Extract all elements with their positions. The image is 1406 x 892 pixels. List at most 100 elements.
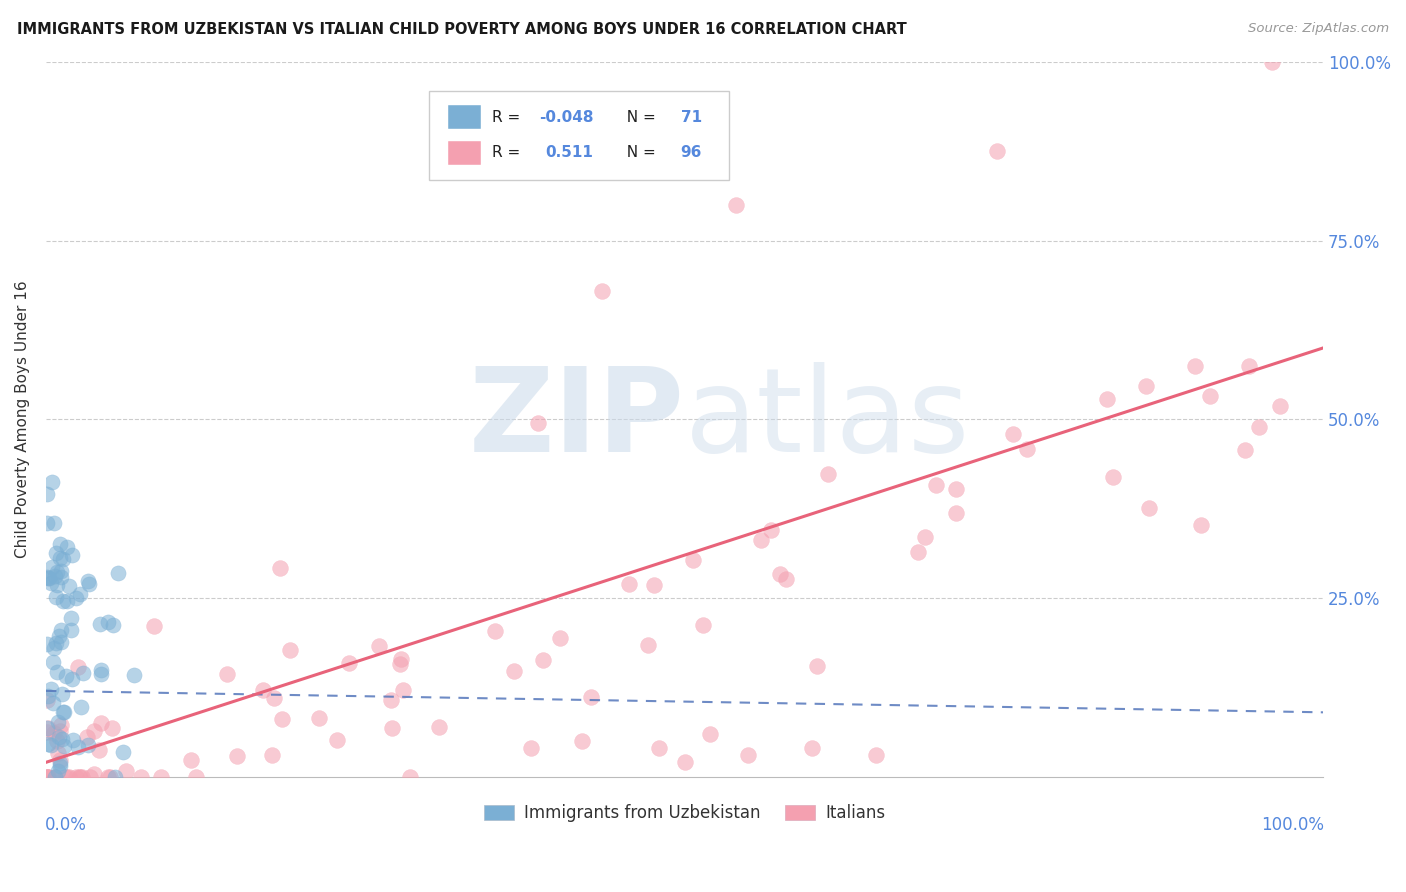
Point (42, 696, 65, 710)
Point (260, 748, 283, 763)
Point (1017, 442, 1039, 456)
Point (1135, 378, 1157, 392)
Point (97, 770, 120, 784)
Point (79, 770, 101, 784)
Point (38, 571, 60, 585)
Point (56, 540, 79, 554)
Point (1198, 389, 1220, 403)
Point (325, 733, 347, 747)
Point (90, 716, 112, 731)
Point (1002, 426, 1025, 441)
Point (51, 687, 73, 701)
Point (42, 726, 65, 740)
Point (45, 636, 67, 650)
Point (682, 553, 704, 567)
FancyBboxPatch shape (429, 91, 730, 180)
Point (53, 705, 76, 719)
Text: ZIP: ZIP (468, 362, 685, 477)
Point (263, 690, 285, 705)
Point (520, 741, 543, 756)
Point (37, 571, 59, 585)
Point (225, 748, 247, 763)
Point (692, 618, 714, 632)
Point (37, 770, 59, 784)
Point (65, 591, 87, 605)
Point (37, 516, 59, 530)
Point (380, 693, 402, 707)
Point (1102, 470, 1125, 484)
Point (308, 711, 330, 725)
Point (56, 770, 79, 784)
Point (399, 770, 422, 784)
Point (104, 770, 127, 784)
Text: 96: 96 (681, 145, 702, 161)
Point (59, 623, 82, 637)
Point (269, 561, 291, 575)
Point (1247, 420, 1270, 434)
Point (914, 531, 936, 545)
Point (37, 570, 59, 584)
Point (484, 624, 506, 639)
Point (550, 631, 572, 645)
Point (60, 548, 83, 562)
Point (83, 766, 105, 780)
Point (46, 764, 69, 778)
Point (907, 545, 929, 559)
Point (46, 578, 69, 592)
Point (45, 665, 67, 679)
Point (186, 770, 208, 784)
Point (591, 284, 613, 298)
Point (79, 577, 101, 591)
Point (89, 617, 111, 632)
Point (76, 574, 98, 588)
Point (46, 714, 69, 729)
FancyBboxPatch shape (449, 105, 481, 129)
Point (179, 753, 201, 767)
Point (44, 516, 66, 530)
Text: 100.0%: 100.0% (1261, 816, 1324, 834)
Point (49, 635, 72, 649)
Text: N =: N = (617, 145, 661, 161)
FancyBboxPatch shape (449, 141, 481, 165)
Text: R =: R = (492, 110, 524, 125)
Point (1189, 518, 1212, 533)
Text: N =: N = (617, 110, 661, 125)
Point (55, 594, 77, 608)
Point (149, 770, 172, 784)
Point (1261, 55, 1284, 70)
Point (55, 669, 77, 683)
Point (1268, 399, 1291, 413)
Point (69, 587, 91, 601)
Point (1184, 359, 1206, 374)
Point (41, 475, 63, 490)
Point (45, 546, 67, 560)
Point (69, 700, 91, 714)
Text: 0.0%: 0.0% (45, 816, 87, 834)
Point (89, 742, 111, 756)
Point (67, 770, 90, 784)
Point (775, 572, 797, 586)
Point (52, 705, 75, 719)
Point (759, 523, 782, 537)
Point (49, 759, 72, 773)
Point (83, 723, 105, 738)
Point (62, 733, 84, 747)
Point (1137, 500, 1160, 515)
Point (1095, 392, 1118, 406)
Point (46, 734, 69, 748)
Point (252, 682, 274, 697)
Point (37, 770, 59, 784)
Point (48, 629, 70, 643)
Point (96, 615, 118, 629)
Point (217, 667, 239, 681)
Point (53, 770, 76, 784)
Point (648, 741, 671, 756)
Point (42, 640, 65, 655)
Point (77, 738, 100, 752)
Point (37, 722, 59, 736)
Point (37, 737, 59, 751)
Point (41, 576, 63, 591)
Point (37, 689, 59, 703)
Point (52, 594, 75, 608)
Text: atlas: atlas (685, 362, 970, 477)
